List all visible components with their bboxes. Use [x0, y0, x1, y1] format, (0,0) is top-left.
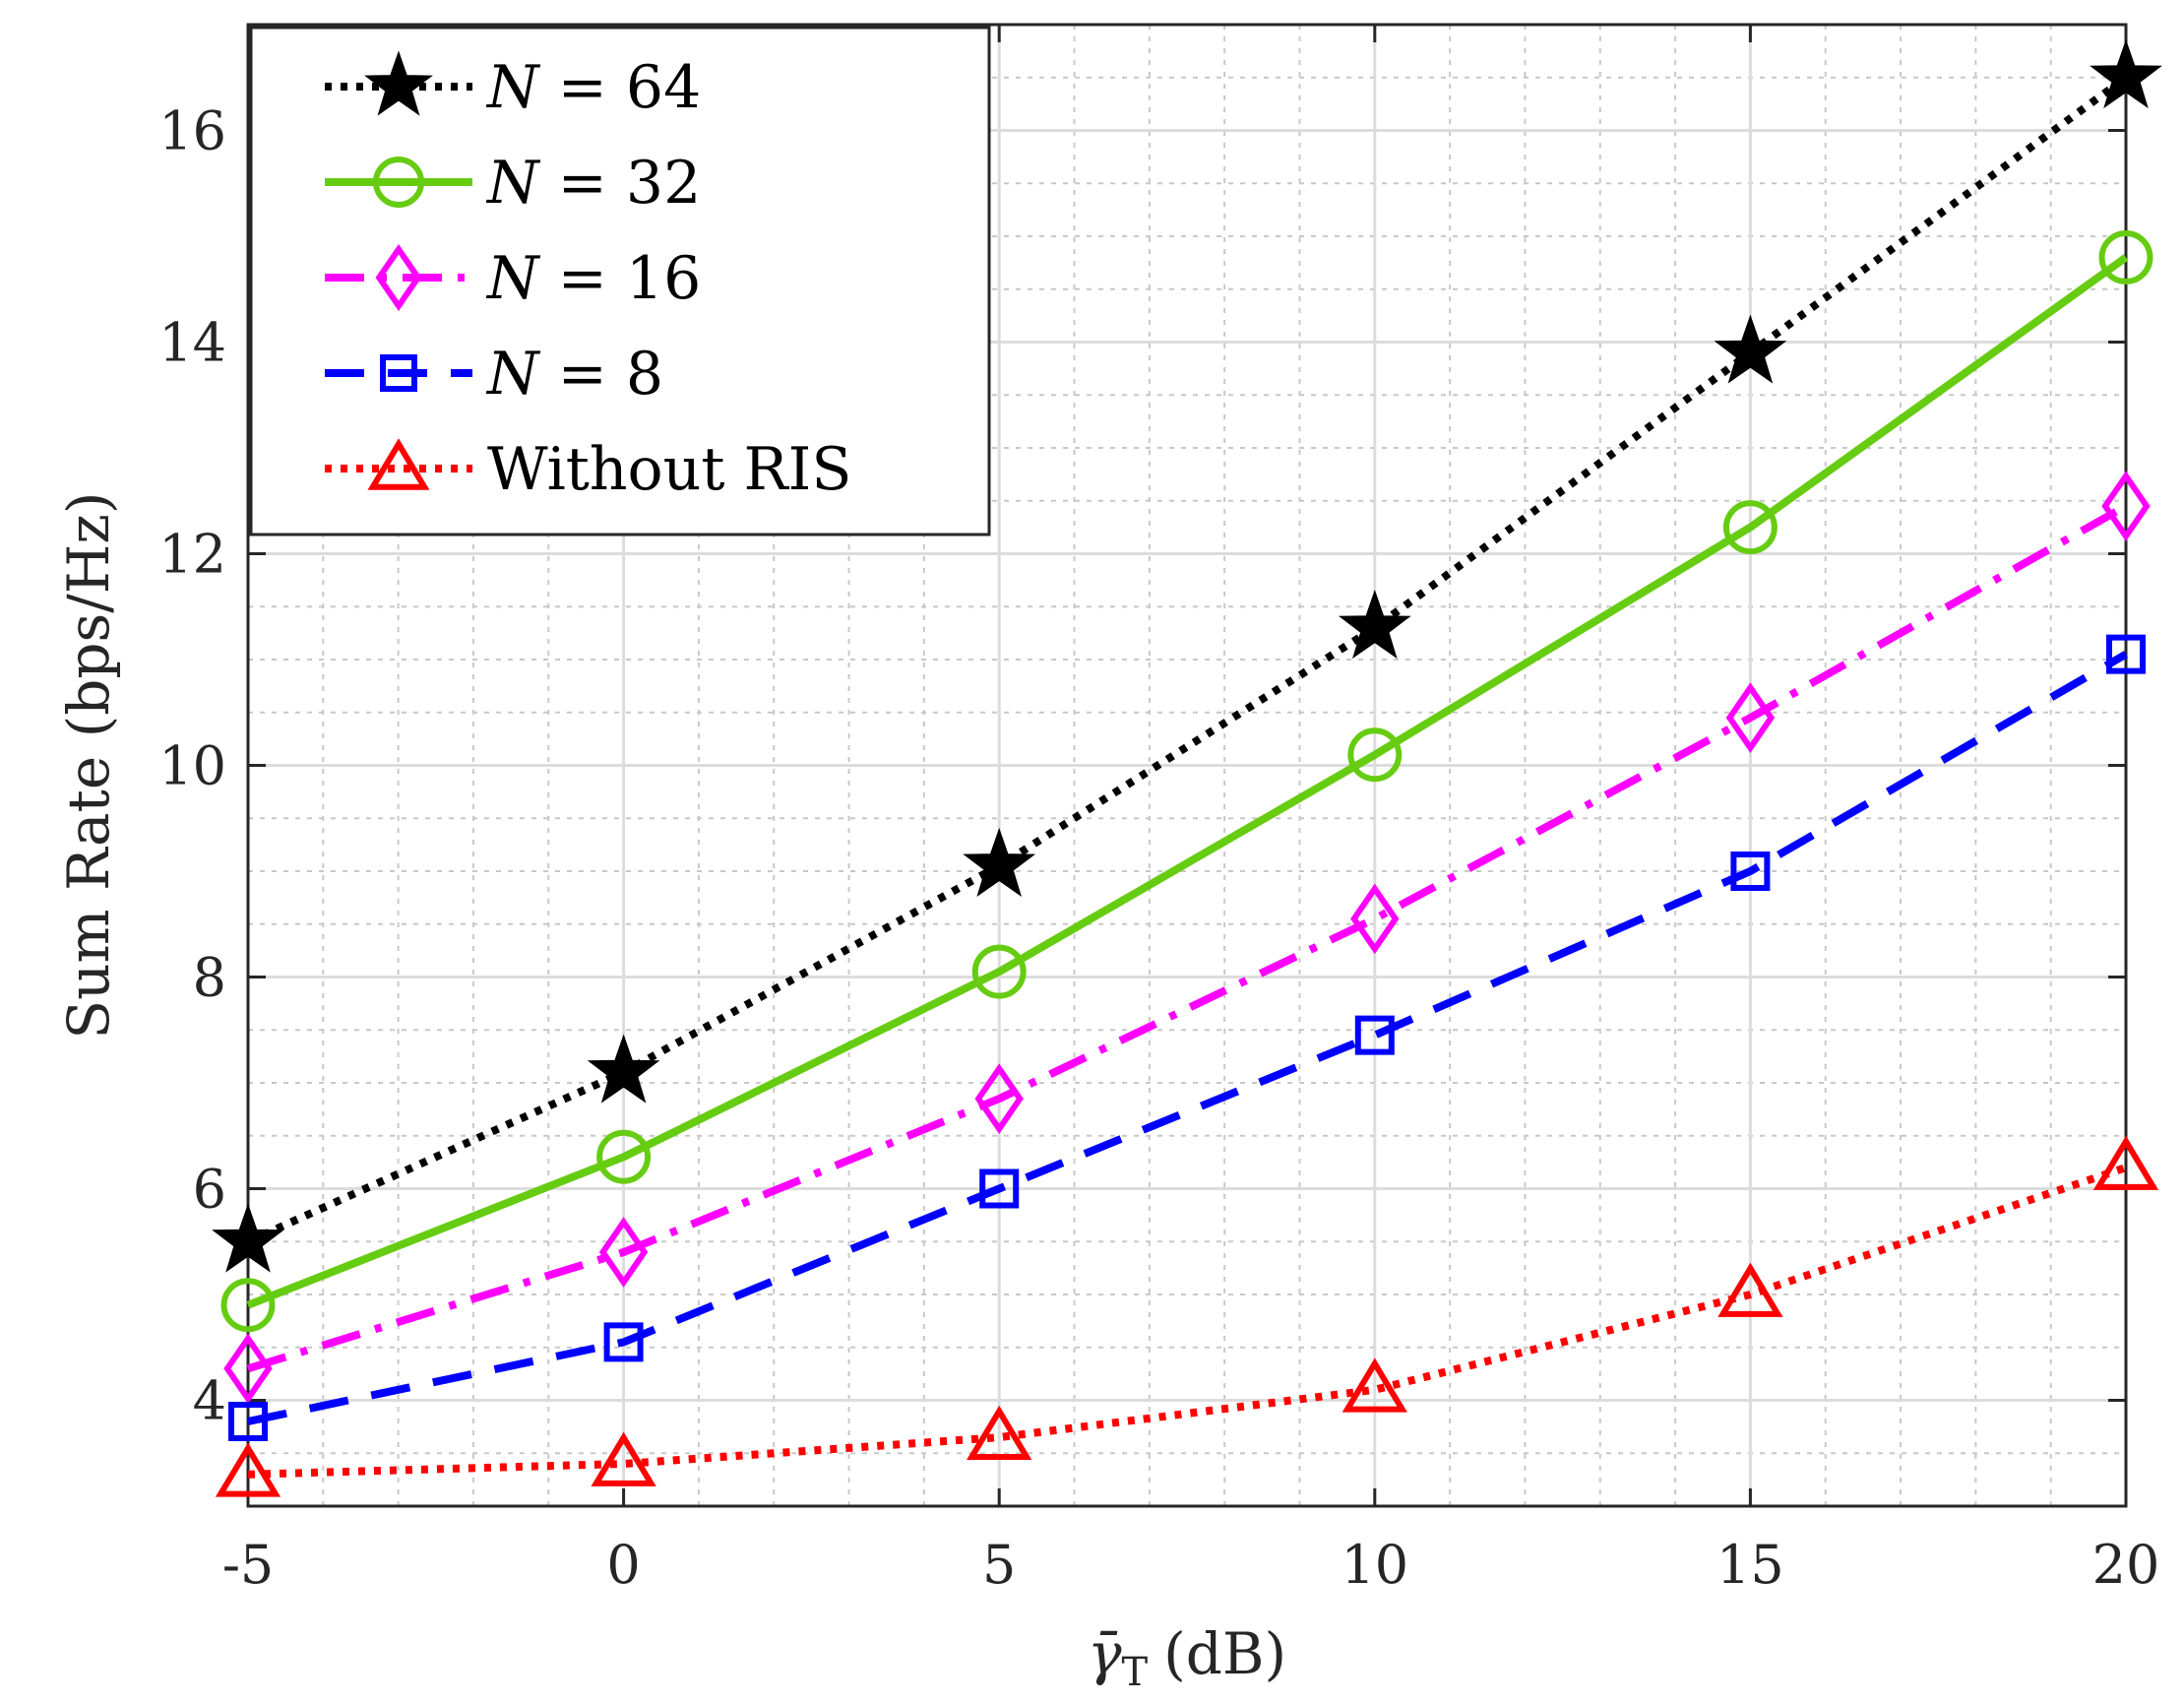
x-axis-label-symbol: γ̄ [1088, 1620, 1122, 1687]
legend-label: N = 32 [485, 149, 701, 218]
legend-entry: N = 16 [325, 243, 701, 313]
legend-label-rest: = 16 [539, 244, 702, 313]
data-point [1342, 1357, 1407, 1413]
data-point [971, 944, 1027, 999]
series-line [247, 651, 2129, 1425]
data-point [1347, 727, 1403, 783]
x-tick-label: -5 [222, 1534, 275, 1596]
legend-marker [375, 243, 422, 312]
series-0 [212, 38, 2162, 1273]
x-tick-label: 10 [1341, 1534, 1408, 1596]
legend-marker [372, 156, 425, 209]
data-point [215, 1442, 281, 1497]
x-tick-label: 0 [606, 1534, 640, 1596]
legend-entry: N = 8 [325, 340, 663, 409]
data-point [1714, 314, 1787, 384]
data-point [591, 1431, 656, 1486]
x-tick-label: 15 [1716, 1534, 1784, 1596]
data-point [974, 1063, 1024, 1135]
legend-marker [367, 438, 430, 490]
y-tick-label: 10 [158, 735, 226, 797]
major-grid [246, 25, 2128, 1506]
series-1 [220, 230, 2153, 1333]
legend-label-rest: = 64 [539, 53, 702, 122]
data-point [1725, 682, 1776, 754]
legend-marker [380, 354, 417, 392]
legend-label: Without RIS [487, 435, 852, 504]
x-tick-label: 20 [2092, 1534, 2160, 1596]
data-point [212, 1203, 284, 1273]
legend-label-rest: = 32 [539, 149, 702, 218]
data-point [2101, 471, 2151, 542]
axis-ticks [246, 25, 2128, 1506]
legend-entry: N = 32 [325, 149, 701, 218]
series-3 [228, 634, 2146, 1441]
y-tick-label: 14 [158, 312, 226, 374]
data-point [228, 1402, 268, 1441]
y-axis-label: Sum Rate (bps/Hz) [55, 491, 122, 1039]
data-point [587, 1034, 660, 1104]
legend-label-var: N [485, 149, 541, 218]
data-point [2090, 38, 2162, 109]
data-point [596, 1129, 652, 1184]
data-point [1722, 500, 1778, 555]
data-point [220, 1278, 276, 1333]
data-point [1350, 883, 1400, 955]
series-line [246, 254, 2129, 1309]
data-point [1730, 852, 1771, 891]
legend-label-rest: = 8 [539, 340, 664, 409]
y-tick-label: 6 [193, 1159, 226, 1221]
y-tick-labels: 4 6 8 10 12 14 16 [158, 100, 226, 1432]
legend-label: N = 8 [485, 340, 663, 409]
legend-label-var: N [485, 53, 541, 122]
series-4 [215, 1135, 2159, 1497]
x-axis-label: γ̄T (dB) [1088, 1620, 1286, 1695]
legend-entry: N = 64 [325, 50, 701, 122]
data-point [1717, 1262, 1783, 1317]
data-point [1338, 589, 1411, 660]
data-point [2098, 230, 2153, 284]
y-tick-label: 8 [193, 947, 226, 1009]
y-tick-label: 12 [158, 524, 226, 586]
data-point [963, 827, 1036, 897]
series-2 [223, 471, 2151, 1405]
y-tick-label: 4 [193, 1370, 226, 1432]
legend-label-var: N [485, 244, 541, 313]
data-point [2106, 634, 2146, 674]
data-point [603, 1322, 644, 1362]
data-point [223, 1333, 273, 1405]
legend-label-rest: Without RIS [487, 435, 852, 504]
legend-label: N = 16 [485, 244, 701, 313]
series-line [246, 74, 2129, 1245]
series-line [246, 502, 2128, 1373]
x-axis-label-subscript: T [1121, 1650, 1148, 1695]
legend-marker [364, 50, 433, 116]
x-axis-label-unit: (dB) [1163, 1620, 1286, 1687]
data-point [967, 1405, 1032, 1461]
data-point [979, 1168, 1020, 1209]
y-tick-label: 16 [158, 100, 226, 162]
data-point [598, 1217, 649, 1288]
data-point [2092, 1135, 2159, 1190]
legend-entry: Without RIS [325, 435, 852, 504]
legend-box [249, 26, 991, 536]
legend-label-var: N [485, 340, 541, 409]
data-point [1354, 1015, 1395, 1055]
legend-label: N = 64 [485, 53, 701, 122]
x-tick-labels: -5 0 5 10 15 20 [222, 1534, 2160, 1596]
x-tick-label: 5 [982, 1534, 1016, 1596]
series-group [212, 38, 2162, 1497]
